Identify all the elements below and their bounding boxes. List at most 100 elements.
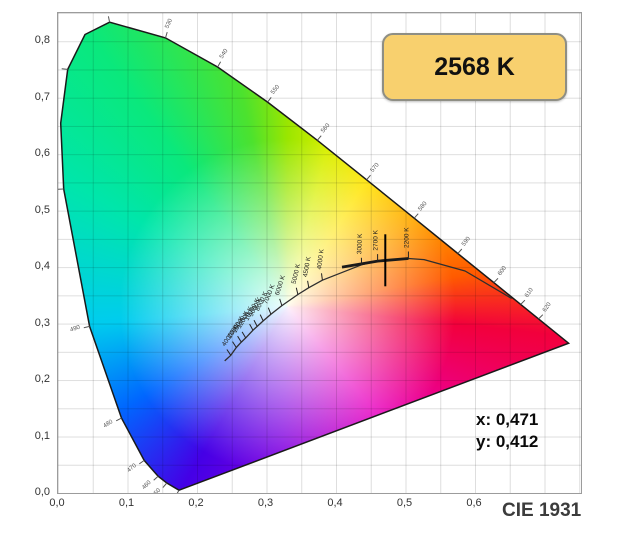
wavelength-tick: 550 bbox=[267, 84, 282, 103]
x-axis-tick-label: 0,4 bbox=[327, 497, 343, 509]
y-axis-tick-label: 0,1 bbox=[34, 429, 50, 442]
wavelength-tick-mark bbox=[165, 31, 168, 39]
temperature-tick-mark bbox=[232, 341, 237, 348]
wavelength-tick: 570 bbox=[366, 162, 381, 181]
y-axis-tick-label: 0,6 bbox=[34, 147, 50, 160]
wavelength-tick: 490 bbox=[70, 324, 90, 333]
wavelength-tick-mark bbox=[520, 299, 526, 305]
locus-highlight-segment bbox=[341, 257, 409, 269]
wavelength-tick-mark bbox=[538, 314, 544, 320]
temperature-tick-label: 6000 K bbox=[274, 274, 287, 296]
wavelength-tick-mark bbox=[366, 174, 371, 181]
temperature-tick-mark bbox=[279, 298, 283, 306]
wavelength-tick: 510 bbox=[58, 64, 68, 72]
wavelength-tick-mark bbox=[83, 325, 90, 329]
wavelength-tick-label: 450 bbox=[151, 487, 163, 493]
wavelength-tick: 590 bbox=[457, 236, 472, 254]
cct-badge-label: 2568 K bbox=[434, 52, 515, 81]
temperature-tick: 2700 K bbox=[373, 229, 380, 262]
wavelength-tick-label: 490 bbox=[70, 324, 82, 333]
wavelength-tick-label: 590 bbox=[461, 236, 472, 248]
y-axis-tick-label: 0,4 bbox=[34, 260, 50, 273]
wavelength-tick-label: 510 bbox=[58, 64, 59, 72]
x-axis-tick-label: 0,0 bbox=[49, 497, 65, 509]
temperature-tick-mark bbox=[237, 335, 242, 343]
temperature-tick-mark bbox=[259, 314, 264, 322]
temperature-tick: 3000 K bbox=[356, 233, 364, 265]
wavelength-tick: 620 bbox=[538, 301, 553, 320]
wavelength-tick: 480 bbox=[102, 417, 122, 430]
temperature-tick-mark bbox=[307, 280, 310, 288]
y-axis-tick-label: 0,3 bbox=[34, 316, 50, 329]
planckian-locus-curve bbox=[224, 257, 513, 362]
temperature-tick: 7000 K bbox=[262, 283, 277, 315]
wavelength-tick-mark bbox=[267, 96, 272, 103]
wavelength-tick-label: 540 bbox=[219, 48, 230, 60]
wavelength-tick-label: 620 bbox=[542, 301, 553, 313]
wavelength-tick-mark bbox=[162, 482, 168, 488]
x-axis-tick-label: 0,6 bbox=[466, 497, 482, 509]
wavelength-tick-mark bbox=[493, 277, 499, 283]
wavelength-tick: 380 bbox=[176, 489, 180, 493]
temperature-tick: 6000 K bbox=[274, 274, 287, 306]
x-axis-tick-label: 0,1 bbox=[118, 497, 135, 509]
wavelength-tick: 530 bbox=[164, 17, 174, 39]
wavelength-tick: 540 bbox=[217, 48, 230, 68]
y-axis-tick-label: 0,8 bbox=[34, 34, 50, 47]
diagram-title: CIE 1931 bbox=[502, 500, 582, 521]
y-axis-tick-label: 0,5 bbox=[34, 203, 50, 216]
temperature-tick-label: 5000 K bbox=[291, 262, 303, 284]
wavelength-tick-label: 550 bbox=[270, 84, 281, 96]
x-axis-tick-label: 0,2 bbox=[188, 497, 204, 509]
temperature-tick: 4500 K bbox=[302, 256, 313, 288]
coordinate-readout: x: 0,471 y: 0,412 bbox=[476, 409, 538, 453]
plot-overlay: 380 450460470 480 490 500 510 520 530 540 550 560 5… bbox=[58, 13, 571, 493]
temperature-tick-mark bbox=[241, 331, 247, 339]
wavelength-tick-mark bbox=[107, 16, 111, 23]
temperature-tick-mark bbox=[249, 323, 254, 331]
wavelength-tick-mark bbox=[61, 68, 68, 70]
cct-badge: 2568 K bbox=[382, 33, 567, 101]
wavelength-tick-label: 470 bbox=[126, 463, 138, 474]
y-axis-tick-label: 0,2 bbox=[34, 373, 50, 386]
wavelength-tick: 610 bbox=[520, 287, 535, 305]
y-axis-tick-label: 0,7 bbox=[34, 90, 50, 103]
wavelength-tick-mark bbox=[139, 459, 145, 465]
x-axis-tick-label: 0,3 bbox=[257, 497, 274, 509]
wavelength-tick-mark bbox=[115, 417, 122, 422]
wavelength-tick-label: 600 bbox=[497, 265, 508, 277]
temperature-tick: 5000 K bbox=[291, 262, 303, 295]
temperature-tick: 4000 K bbox=[316, 248, 326, 281]
readout-y-value: y: 0,412 bbox=[476, 432, 539, 451]
temperature-tick-label: 4000 K bbox=[316, 248, 326, 270]
y-axis-tick-label: 0,0 bbox=[34, 486, 50, 498]
temperature-tick-mark bbox=[321, 273, 323, 281]
x-axis-tick-label: 0,5 bbox=[396, 497, 413, 509]
wavelength-tick: 560 bbox=[316, 122, 332, 141]
spectral-locus-outline bbox=[59, 21, 571, 492]
temperature-tick-mark bbox=[267, 307, 272, 315]
wavelength-tick-mark bbox=[457, 248, 463, 254]
temperature-tick-mark bbox=[295, 287, 299, 295]
wavelength-tick: 580 bbox=[413, 200, 429, 219]
temperature-tick-label: 4500 K bbox=[302, 256, 313, 278]
wavelength-tick-label: 610 bbox=[524, 287, 535, 299]
wavelength-tick: 600 bbox=[493, 265, 508, 283]
wavelength-tick-label: 460 bbox=[141, 479, 153, 491]
temperature-tick-label: 3000 K bbox=[356, 233, 364, 254]
wavelength-tick-label: 580 bbox=[418, 200, 429, 212]
temperature-tick-mark bbox=[253, 319, 258, 327]
wavelength-tick-mark bbox=[153, 475, 159, 481]
temperature-tick-mark bbox=[226, 349, 232, 356]
wavelength-tick-label: 570 bbox=[370, 162, 381, 174]
wavelength-tick: 460 bbox=[141, 475, 159, 491]
wavelength-tick: 470 bbox=[126, 459, 145, 474]
temperature-tick: 2200 K bbox=[403, 227, 410, 259]
wavelength-tick: 520 bbox=[104, 13, 112, 23]
readout-x-value: x: 0,471 bbox=[476, 410, 539, 429]
wavelength-tick-mark bbox=[316, 135, 322, 141]
wavelength-tick: 500 bbox=[58, 188, 64, 190]
temperature-tick-label: 2200 K bbox=[403, 227, 410, 248]
temperature-tick-label: 2700 K bbox=[373, 229, 380, 250]
